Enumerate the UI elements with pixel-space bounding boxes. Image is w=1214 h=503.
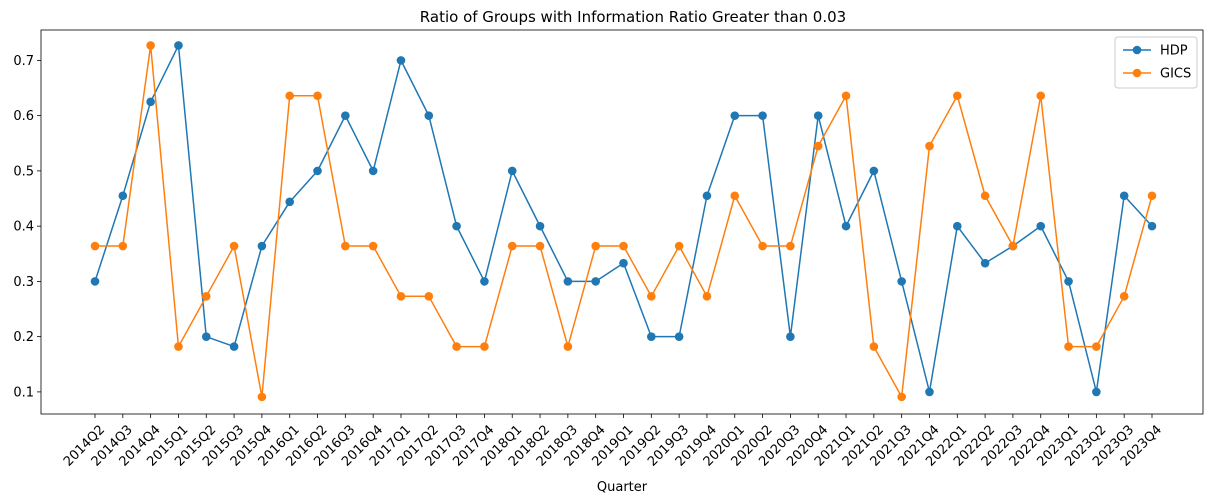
y-tick-label: 0.3 <box>13 275 34 290</box>
data-point-hdp <box>647 332 656 341</box>
data-point-gics <box>424 292 434 301</box>
plot-area: 0.10.20.30.40.50.60.72014Q22014Q32014Q42… <box>13 29 1204 470</box>
data-point-gics <box>146 41 155 50</box>
series-line-hdp <box>94 44 1153 393</box>
data-point-gics <box>396 292 406 301</box>
legend-marker-hdp <box>1132 45 1142 55</box>
data-point-gics <box>452 342 461 351</box>
y-tick-label: 0.7 <box>13 54 34 69</box>
data-point-hdp <box>480 277 489 286</box>
data-point-gics <box>758 241 767 251</box>
data-point-gics <box>229 241 239 251</box>
data-point-hdp <box>146 97 155 107</box>
data-point-gics <box>674 241 684 251</box>
data-point-hdp <box>674 332 684 341</box>
data-point-gics <box>647 292 656 301</box>
data-point-hdp <box>869 166 879 176</box>
data-point-gics <box>619 241 628 251</box>
data-point-hdp <box>563 277 573 286</box>
data-point-gics <box>118 241 128 251</box>
data-point-gics <box>1119 292 1129 301</box>
data-point-gics <box>841 91 851 101</box>
data-point-gics <box>341 241 350 251</box>
y-tick-label: 0.1 <box>13 385 34 400</box>
data-point-hdp <box>1147 221 1157 231</box>
data-point-gics <box>980 191 990 201</box>
data-point-hdp <box>591 277 600 286</box>
data-point-hdp <box>229 342 239 351</box>
data-point-gics <box>591 241 600 251</box>
data-point-hdp <box>452 221 461 231</box>
data-point-gics <box>869 342 879 351</box>
data-point-hdp <box>507 166 517 176</box>
legend-label-gics: GICS <box>1160 67 1191 82</box>
data-point-gics <box>1092 342 1101 351</box>
data-point-gics <box>285 91 295 101</box>
data-point-gics <box>174 342 183 351</box>
data-point-gics <box>1064 342 1073 351</box>
data-point-hdp <box>897 277 906 286</box>
data-point-gics <box>952 91 962 101</box>
data-point-hdp <box>424 111 434 120</box>
data-point-gics <box>257 392 267 402</box>
data-point-gics <box>535 241 545 251</box>
data-point-gics <box>201 292 211 301</box>
data-point-gics <box>925 141 934 151</box>
data-point-gics <box>507 241 517 251</box>
chart-title: Ratio of Groups with Information Ratio G… <box>420 8 846 26</box>
data-point-hdp <box>257 241 267 251</box>
y-tick-label: 0.4 <box>13 220 34 235</box>
data-point-hdp <box>118 191 128 201</box>
data-point-gics <box>786 241 795 251</box>
data-point-hdp <box>925 387 934 397</box>
y-tick-label: 0.2 <box>13 330 34 345</box>
data-point-gics <box>1008 241 1018 251</box>
data-point-gics <box>730 191 740 201</box>
data-point-hdp <box>368 166 378 176</box>
data-point-hdp <box>730 111 740 120</box>
data-point-hdp <box>90 277 100 286</box>
data-point-gics <box>1036 91 1046 101</box>
data-point-hdp <box>841 221 851 231</box>
y-tick-label: 0.5 <box>13 164 34 179</box>
data-point-hdp <box>619 258 628 268</box>
data-point-hdp <box>702 191 712 201</box>
data-point-hdp <box>1036 221 1046 231</box>
data-point-hdp <box>535 221 545 231</box>
legend-label-hdp: HDP <box>1160 44 1188 59</box>
data-point-hdp <box>980 258 990 268</box>
data-point-gics <box>480 342 489 351</box>
data-point-gics <box>1147 191 1157 201</box>
data-point-hdp <box>786 332 795 341</box>
data-point-hdp <box>174 41 183 50</box>
data-point-hdp <box>952 221 962 231</box>
x-axis-title: Quarter <box>597 480 648 495</box>
data-point-hdp <box>396 56 406 65</box>
data-point-hdp <box>1119 191 1129 201</box>
data-point-gics <box>368 241 378 251</box>
data-point-hdp <box>285 197 295 207</box>
data-point-gics <box>563 342 573 351</box>
data-point-gics <box>813 141 823 151</box>
data-point-hdp <box>813 111 823 120</box>
data-point-gics <box>313 91 322 101</box>
data-point-hdp <box>313 166 322 176</box>
data-point-hdp <box>201 332 211 341</box>
data-point-gics <box>897 392 906 402</box>
data-point-hdp <box>758 111 767 120</box>
data-point-hdp <box>1064 277 1073 286</box>
series-line-gics <box>95 44 1153 398</box>
data-point-hdp <box>1092 387 1101 397</box>
data-point-hdp <box>341 111 350 120</box>
plot-frame <box>40 29 1204 415</box>
y-tick-label: 0.6 <box>13 109 34 124</box>
legend-marker-gics <box>1132 68 1142 78</box>
data-point-gics <box>702 292 712 301</box>
data-point-gics <box>90 241 100 251</box>
